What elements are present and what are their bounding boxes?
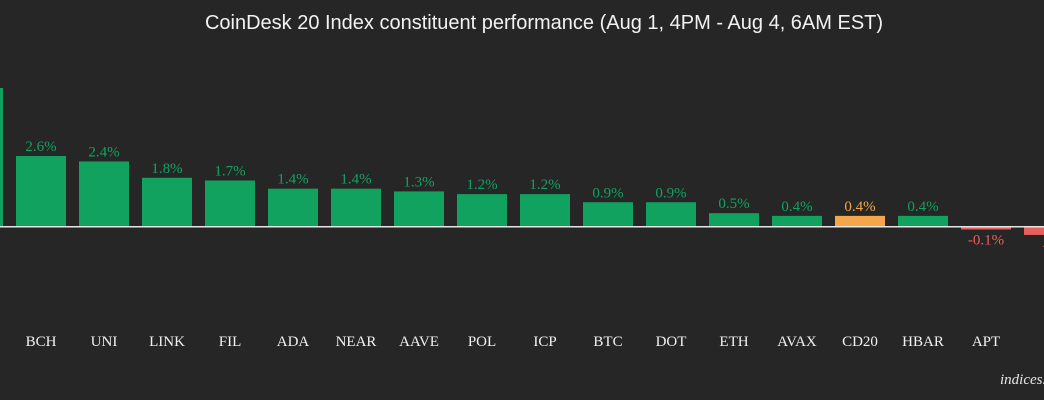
x-tick-label: LINK bbox=[149, 334, 185, 350]
bar bbox=[583, 202, 633, 227]
bar bbox=[394, 191, 444, 227]
x-tick-label: DOT bbox=[656, 334, 687, 350]
value-label: 0.4% bbox=[844, 199, 875, 215]
bar bbox=[646, 202, 696, 227]
bar bbox=[520, 194, 570, 227]
x-tick-label: APT bbox=[972, 334, 1000, 350]
bar bbox=[1024, 226, 1044, 235]
bar bbox=[898, 215, 948, 227]
value-label: -0.1% bbox=[968, 232, 1004, 248]
value-label: 1.4% bbox=[340, 172, 371, 188]
bar bbox=[142, 177, 192, 227]
bar bbox=[268, 188, 318, 227]
bar bbox=[0, 88, 3, 227]
chart-title: CoinDesk 20 Index constituent performanc… bbox=[205, 12, 883, 34]
bar bbox=[457, 194, 507, 227]
x-tick-label: POL bbox=[468, 334, 496, 350]
value-label: 1.3% bbox=[403, 174, 434, 190]
value-label: 2.4% bbox=[88, 144, 119, 160]
value-label: 0.4% bbox=[781, 199, 812, 215]
value-label: 1.7% bbox=[214, 164, 245, 180]
bar bbox=[205, 180, 255, 227]
x-tick-label: BCH bbox=[26, 334, 57, 350]
value-label: 1.2% bbox=[466, 177, 497, 193]
x-tick-label: NEAR bbox=[336, 334, 377, 350]
bar bbox=[331, 188, 381, 227]
x-tick-label: BTC bbox=[593, 334, 622, 350]
x-tick-label: FIL bbox=[219, 334, 242, 350]
x-tick-label: ADA bbox=[277, 334, 310, 350]
value-label: 0.4% bbox=[907, 199, 938, 215]
value-label: 1.2% bbox=[529, 177, 560, 193]
value-label: 0.9% bbox=[655, 185, 686, 201]
bar bbox=[16, 156, 66, 227]
x-tick-label: AVAX bbox=[777, 334, 817, 350]
bar bbox=[772, 215, 822, 227]
value-label: 0.5% bbox=[718, 196, 749, 212]
value-label: 1.4% bbox=[277, 172, 308, 188]
x-tick-label: ETH bbox=[719, 334, 748, 350]
bar bbox=[835, 215, 885, 227]
source-note: indices. bbox=[1000, 372, 1044, 388]
x-tick-label: UNI bbox=[91, 334, 118, 350]
value-label: 2.6% bbox=[25, 139, 56, 155]
bar bbox=[961, 226, 1011, 230]
bar bbox=[709, 213, 759, 227]
x-tick-label: ICP bbox=[533, 334, 556, 350]
value-label: -0 bbox=[1043, 238, 1044, 254]
value-label: 0.9% bbox=[592, 185, 623, 201]
x-tick-label: CD20 bbox=[842, 334, 878, 350]
x-tick-label: AAVE bbox=[399, 334, 439, 350]
value-label: 1.8% bbox=[151, 161, 182, 177]
x-tick-label: HBAR bbox=[902, 334, 944, 350]
bar bbox=[79, 161, 129, 227]
